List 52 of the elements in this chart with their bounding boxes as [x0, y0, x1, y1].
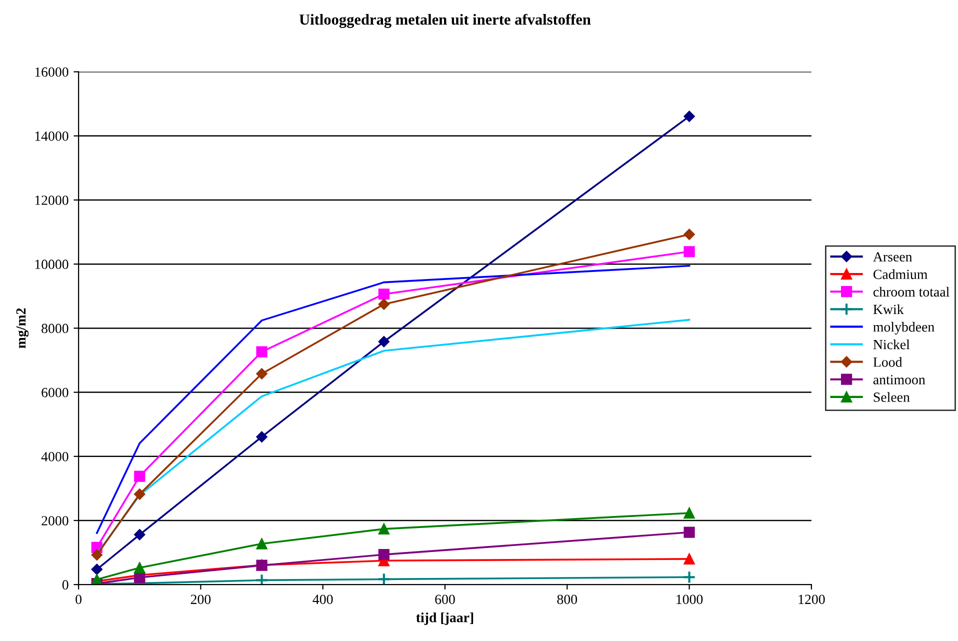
legend-label: Kwik — [873, 304, 904, 314]
y-tick-label: 6000 — [42, 388, 68, 398]
legend-label: antimoon — [873, 375, 926, 384]
point — [91, 564, 102, 576]
point — [684, 526, 695, 538]
legend-label: Nickel — [873, 339, 910, 350]
legend-label: molybdeen — [873, 322, 934, 335]
y-tick-label: 10000 — [35, 260, 68, 270]
legend-label: Seleen — [874, 392, 910, 402]
legend-label: Cadmium — [873, 269, 928, 280]
y-tick-label: 16000 — [35, 67, 68, 77]
point — [378, 523, 390, 534]
x-tick-label: 800 — [557, 594, 578, 604]
point — [256, 368, 268, 380]
x-tick-label: 200 — [190, 594, 211, 604]
y-tick-label: 14000 — [35, 131, 68, 141]
x-tick-label: 1000 — [676, 594, 703, 604]
y-tick-label: 4000 — [41, 452, 68, 462]
legend-label: Arseen — [873, 252, 912, 262]
point — [256, 538, 268, 550]
point — [378, 298, 390, 310]
chart-title: Uitlooggedrag metalen uit inerte afvalstoffen — [299, 14, 591, 28]
legend-label: Lood — [873, 357, 902, 367]
point — [378, 288, 390, 300]
y-tick-label: 12000 — [35, 196, 68, 205]
legend-label: chroom totaal — [873, 286, 950, 297]
x-tick-label: 600 — [435, 594, 455, 604]
y-tick-label: 8000 — [42, 324, 68, 334]
point — [684, 508, 695, 519]
point — [134, 562, 146, 574]
point — [256, 346, 268, 358]
x-tick-label: 1200 — [798, 594, 825, 604]
x-tick-label: 400 — [312, 594, 333, 604]
point — [91, 549, 102, 561]
point — [134, 529, 146, 540]
point — [682, 570, 696, 584]
y-axis-title: mg/m2 — [16, 308, 29, 348]
x-tick-label: 0 — [76, 594, 82, 604]
point — [684, 110, 695, 122]
point — [134, 488, 146, 500]
point — [134, 470, 146, 482]
point — [255, 574, 268, 585]
point — [378, 549, 390, 560]
y-tick-label: 0 — [62, 580, 68, 590]
point — [377, 572, 391, 585]
point — [378, 336, 390, 348]
point — [684, 553, 695, 565]
point — [684, 228, 695, 240]
x-axis-title: tijd [jaar] — [416, 612, 474, 626]
point — [256, 431, 268, 442]
point — [684, 246, 695, 258]
y-tick-label: 2000 — [42, 516, 68, 526]
